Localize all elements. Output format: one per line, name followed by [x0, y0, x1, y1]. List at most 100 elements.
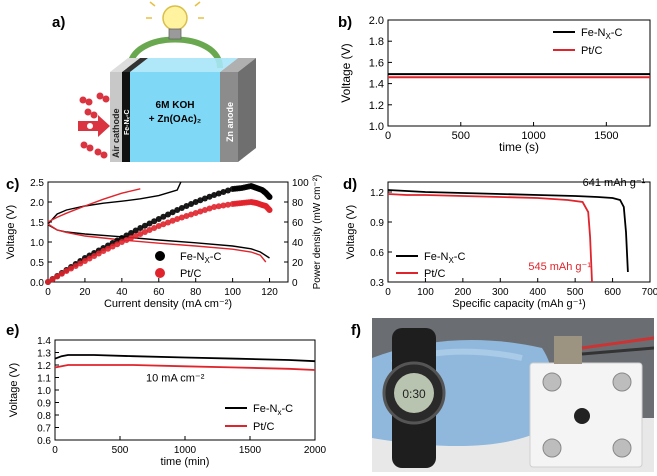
x-axis-label: time (s) — [499, 140, 539, 154]
series-line — [54, 354, 316, 363]
power-point — [123, 232, 130, 239]
charge-curve — [47, 181, 182, 225]
power-point — [141, 229, 148, 235]
y-axis-label: Voltage (V) — [339, 43, 353, 102]
legend-label: Pt/C — [180, 268, 201, 280]
power-point — [197, 208, 204, 215]
x-tick-label: 500 — [112, 445, 129, 456]
power-point — [169, 217, 176, 224]
y2-tick-label: 20 — [292, 258, 304, 269]
power-point — [160, 213, 167, 220]
power-point — [128, 235, 135, 241]
power-point — [72, 263, 79, 269]
x-tick-label: 500 — [567, 287, 584, 298]
x-tick-label: 100 — [224, 287, 241, 298]
legend-label: Pt/C — [581, 45, 602, 57]
y-tick-label: 0.8 — [37, 411, 51, 422]
x-tick-label: 1000 — [174, 445, 197, 456]
power-point — [141, 222, 148, 229]
panel-label-f: f) — [351, 322, 361, 339]
x-tick-label: 80 — [190, 287, 202, 298]
y-tick-label: 0.6 — [37, 436, 51, 447]
power-point — [151, 218, 158, 225]
y-tick-label: 0.9 — [370, 218, 384, 229]
power-point — [169, 209, 176, 216]
annotation-pt-capacity: 545 mAh g⁻¹ — [528, 261, 591, 273]
power-point — [215, 190, 222, 197]
power-point — [100, 248, 107, 254]
power-point — [105, 245, 111, 252]
power-point — [225, 201, 231, 208]
power-point — [266, 194, 273, 200]
y2-tick-label: 80 — [292, 198, 304, 209]
power-point — [165, 219, 171, 226]
y-tick-label: 0.0 — [30, 278, 44, 289]
x-tick-label: 0 — [385, 287, 391, 298]
series-line — [54, 364, 316, 371]
power-point — [155, 223, 162, 229]
power-point — [165, 211, 171, 218]
legend-label: Fe-NX-C — [581, 27, 622, 41]
y-tick-label: 1.6 — [369, 57, 384, 69]
x-tick-label: 200 — [455, 287, 472, 298]
y-tick-label: 1.2 — [37, 361, 51, 372]
discharge-curve — [47, 223, 267, 263]
y2-axis-label: Power density (mW cm⁻²) — [312, 175, 323, 290]
electrolyte-text-2: + Zn(OAc)₂ — [149, 114, 202, 125]
chart-b-voltage-vs-time: 0 500 1000 1500 1.0 1.2 1.4 1.6 1.8 2.0 time (s) Vo… — [339, 15, 651, 154]
y-tick-label: 1.0 — [369, 121, 384, 133]
y-axis-label: Voltage (V) — [5, 205, 17, 259]
power-point — [118, 239, 125, 245]
battery-schematic: Air cathode Fe-Nₓ-C 6M KOH + Zn(OAc)₂ Zn… — [78, 1, 256, 162]
y-tick-label: 1.2 — [370, 188, 384, 199]
plot-frame — [47, 181, 289, 283]
panel-label-d: d) — [343, 176, 358, 193]
series-line — [387, 189, 629, 273]
y2-tick-label: 0 — [292, 278, 298, 289]
power-point — [174, 207, 181, 213]
x-tick-label: 40 — [116, 287, 128, 298]
air-cathode-text: Air cathode — [111, 108, 121, 158]
oxygen-molecules-icon — [79, 92, 110, 159]
x-tick-label: 600 — [604, 287, 621, 298]
y-tick-label: 1.0 — [30, 238, 44, 249]
power-point — [183, 213, 190, 219]
y-tick-label: 2.0 — [30, 198, 44, 209]
x-tick-label: 1500 — [594, 130, 618, 142]
power-point — [45, 279, 51, 285]
power-point — [183, 203, 190, 209]
y-tick-label: 1.8 — [369, 36, 384, 48]
electrolyte-text-1: 6M KOH — [156, 100, 195, 111]
power-point — [155, 216, 162, 222]
air-flow-arrow-icon — [78, 115, 110, 137]
legend-marker — [155, 251, 165, 261]
panel-label-c: c) — [6, 176, 20, 193]
power-point — [151, 225, 158, 231]
legend-label: Fe-Nx-C — [253, 403, 293, 417]
x-tick-label: 0 — [52, 445, 58, 456]
chart-c-polarization-power: 0 20 40 60 80 100 120 0.0 0.5 1.0 1.5 2.0 2.5 Current… — [5, 175, 323, 310]
x-axis-label: Specific capacity (mAh g⁻¹) — [452, 298, 586, 310]
y2-tick-label: 60 — [292, 218, 304, 229]
power-point — [137, 225, 144, 231]
x-tick-label: 0 — [45, 287, 51, 298]
power-point — [81, 258, 88, 264]
power-point — [188, 211, 195, 218]
power-point — [54, 273, 61, 280]
power-point — [132, 233, 139, 239]
x-tick-label: 120 — [261, 287, 278, 298]
power-point — [58, 270, 65, 277]
power-point — [225, 187, 231, 194]
power-point — [123, 237, 130, 243]
power-point — [206, 193, 213, 200]
x-axis-label: time (min) — [161, 456, 210, 468]
wire — [127, 36, 223, 69]
legend-label: Fe-NX-C — [424, 251, 465, 265]
power-point — [192, 210, 199, 216]
power-point — [91, 253, 98, 259]
y-tick-label: 1.4 — [369, 79, 384, 91]
annotation-current-density: 10 mA cm⁻² — [146, 372, 205, 384]
legend-label: Fe-NX-C — [180, 251, 221, 265]
y-tick-label: 1.2 — [369, 100, 384, 112]
plot-frame — [387, 19, 651, 127]
